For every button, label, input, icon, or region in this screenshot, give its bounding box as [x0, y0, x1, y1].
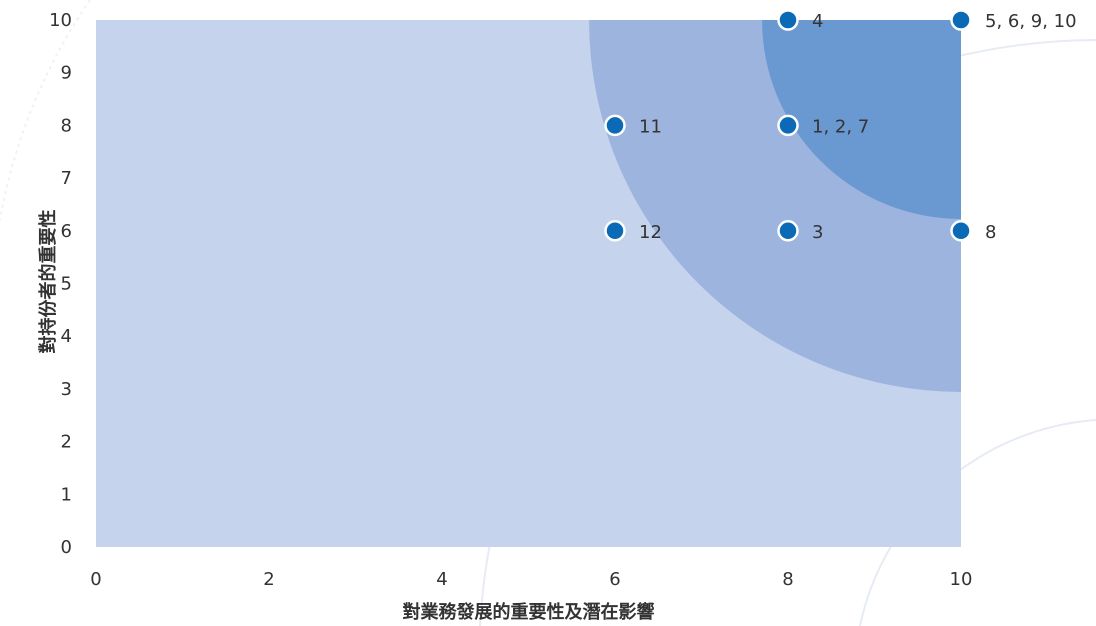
- point-marker: [950, 9, 972, 31]
- y-tick-label: 4: [61, 326, 72, 347]
- y-tick-label: 10: [49, 10, 72, 31]
- point-label: 1, 2, 7: [812, 116, 869, 137]
- y-tick-label: 7: [61, 168, 72, 189]
- data-point: 3: [777, 220, 823, 243]
- y-tick-label: 0: [61, 537, 72, 558]
- point-marker: [777, 114, 799, 137]
- point-label: 12: [639, 222, 662, 243]
- background-arc: [0, 0, 91, 221]
- x-axis-ticks: 0 2 4 6 8 10: [90, 569, 972, 590]
- y-tick-label: 9: [61, 63, 72, 84]
- point-marker: [950, 220, 972, 242]
- data-point: 4: [777, 9, 823, 32]
- x-tick-label: 0: [90, 569, 101, 590]
- y-axis-title: 對持份者的重要性: [37, 210, 59, 354]
- point-label: 5, 6, 9, 10: [985, 11, 1077, 32]
- data-point: 12: [604, 220, 662, 243]
- point-label: 11: [639, 116, 662, 137]
- x-tick-label: 8: [782, 569, 793, 590]
- point-label: 4: [812, 11, 823, 32]
- x-tick-label: 6: [609, 569, 620, 590]
- y-tick-label: 8: [61, 115, 72, 136]
- data-points: 4 5, 6, 9, 10 11 1, 2, 7 12 3 8: [604, 9, 1077, 243]
- x-tick-label: 2: [263, 569, 274, 590]
- y-tick-label: 5: [61, 274, 72, 295]
- x-tick-label: 10: [950, 569, 973, 590]
- x-axis-title: 對業務發展的重要性及潛在影響: [403, 601, 655, 623]
- x-tick-label: 4: [436, 569, 447, 590]
- data-point: 8: [950, 220, 996, 243]
- point-marker: [777, 220, 799, 242]
- importance-zones: [96, 20, 961, 547]
- data-point: 5, 6, 9, 10: [950, 9, 1077, 32]
- point-marker: [777, 9, 799, 31]
- point-label: 8: [985, 222, 996, 243]
- y-axis-ticks: 0 1 2 3 4 5 6 7 8 9 10: [49, 10, 72, 558]
- y-tick-label: 2: [61, 432, 72, 453]
- data-point: 11: [604, 114, 662, 137]
- y-tick-label: 6: [61, 221, 72, 242]
- point-marker: [604, 220, 626, 242]
- zone-high: [762, 20, 961, 219]
- point-label: 3: [812, 222, 823, 243]
- y-tick-label: 3: [61, 379, 72, 400]
- point-marker: [604, 114, 626, 137]
- y-tick-label: 1: [61, 484, 72, 505]
- data-point: 1, 2, 7: [777, 114, 869, 137]
